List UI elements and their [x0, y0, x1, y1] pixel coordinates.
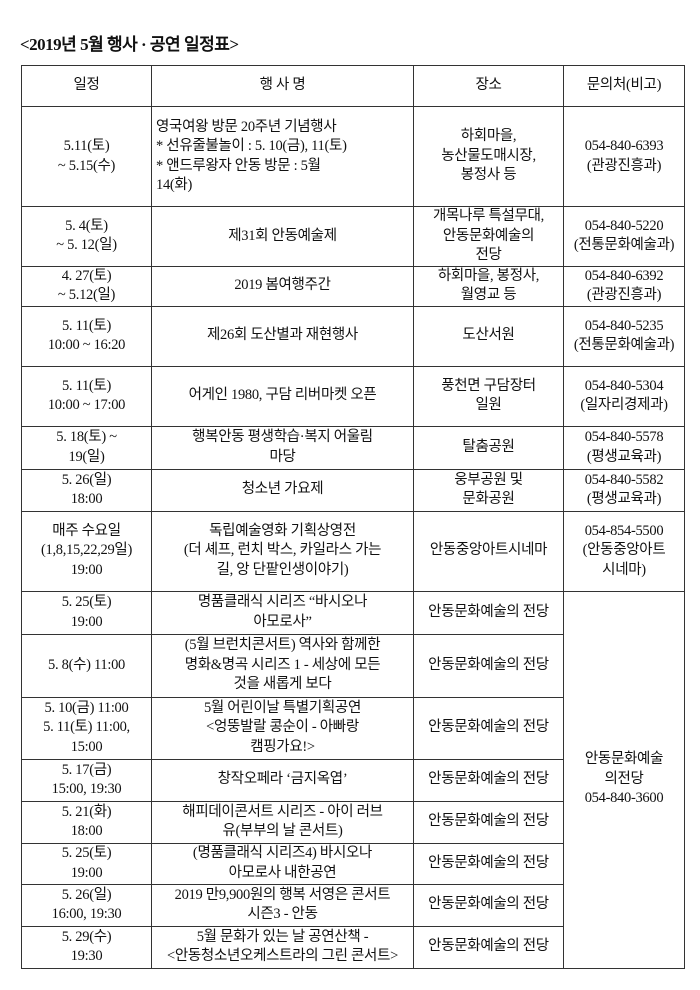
table-row: 5. 17(금) 15:00, 19:30 창작오페라 ‘금지옥엽’ 안동문화예술의… [21, 758, 685, 802]
header-event: 행 사 명 [151, 65, 414, 107]
event-date: 5. 25(토) 19:00 [21, 842, 152, 885]
event-date: 5. 18(토) ~ 19(일) [21, 425, 152, 470]
event-name: (명품클래식 시리즈4) 바시오나 아모로사 내한공연 [151, 842, 414, 885]
table-row: 5. 8(수) 11:00 (5월 브런치콘서트) 역사와 함께한 명화&명곡 시… [21, 633, 685, 698]
event-name: 명품클래식 시리즈 “바시오나 아모로사” [151, 590, 414, 635]
event-place: 안동문화예술의 전당 [413, 758, 564, 802]
event-date: 5.11(토) ~ 5.15(수) [21, 106, 152, 207]
table-row: 5. 26(일) 18:00 청소년 가요제 웅부공원 및 문화공원 054-840-… [21, 468, 685, 512]
event-name: 5월 어린이날 특별기획공연 <엉뚱발랄 콩순이 - 아빠랑 캠핑가요!> [151, 696, 414, 760]
event-place: 도산서원 [413, 305, 564, 367]
event-place: 안동문화예술의 전당 [413, 633, 564, 698]
event-place: 개목나루 특설무대, 안동문화예술의 전당 [413, 206, 564, 267]
event-contact: 054-840-5220 (전통문화예술과) [563, 206, 685, 267]
event-date: 5. 11(토) 10:00 ~ 17:00 [21, 365, 152, 427]
event-place: 안동중앙아트시네마 [413, 510, 564, 592]
table-row: 5. 4(토) ~ 5. 12(일) 제31회 안동예술제 개목나루 특설무대, 안… [21, 206, 685, 267]
table-row: 5.11(토) ~ 5.15(수) 영국여왕 방문 20주년 기념행사 * 선유… [21, 106, 685, 207]
event-place: 풍천면 구담장터 일원 [413, 365, 564, 427]
event-place: 하회마을, 농산물도매시장, 봉정사 등 [413, 106, 564, 207]
event-date: 5. 17(금) 15:00, 19:30 [21, 758, 152, 802]
event-date: 4. 27(토) ~ 5.12(일) [21, 265, 152, 307]
page-title: <2019년 5월 행사 · 공연 일정표> [20, 35, 239, 54]
event-contact: 054-840-5235 (전통문화예술과) [563, 305, 685, 367]
table-row: 5. 18(토) ~ 19(일) 행복안동 평생학습·복지 어울림 마당 탈춤공원 0… [21, 425, 685, 470]
event-contact: 054-840-6392 (관광진흥과) [563, 265, 685, 307]
event-name: 5월 문화가 있는 날 공연산책 - <안동청소년오케스트라의 그린 콘서트> [151, 925, 414, 969]
event-name: 행복안동 평생학습·복지 어울림 마당 [151, 425, 414, 470]
table-row: 5. 29(수) 19:30 5월 문화가 있는 날 공연산책 - <안동청소년오… [21, 925, 685, 969]
event-name: (5월 브런치콘서트) 역사와 함께한 명화&명곡 시리즈 1 - 세상에 모든… [151, 633, 414, 698]
event-name: 제26회 도산별과 재현행사 [151, 305, 414, 367]
event-date: 5. 10(금) 11:00 5. 11(토) 11:00, 15:00 [21, 696, 152, 760]
header-place: 장소 [413, 65, 564, 107]
header-contact: 문의처(비고) [563, 65, 685, 107]
table-row: 매주 수요일 (1,8,15,22,29일) 19:00 독립예술영화 기획상영전… [21, 510, 685, 592]
table-header: 일정 행 사 명 장소 문의처(비고) [21, 65, 685, 107]
event-place: 탈춤공원 [413, 425, 564, 470]
table-row: 5. 21(화) 18:00 해피데이콘서트 시리즈 - 아이 러브 유(부부의 … [21, 800, 685, 844]
event-name: 창작오페라 ‘금지옥엽’ [151, 758, 414, 802]
event-place: 안동문화예술의 전당 [413, 883, 564, 927]
event-contact: 054-840-5578 (평생교육과) [563, 425, 685, 470]
event-date: 매주 수요일 (1,8,15,22,29일) 19:00 [21, 510, 152, 592]
event-name: 청소년 가요제 [151, 468, 414, 512]
schedule-table: 일정 행 사 명 장소 문의처(비고) 5.11(토) ~ 5.15(수) 영국… [21, 65, 685, 969]
event-contact: 054-840-5304 (일자리경제과) [563, 365, 685, 427]
table-row: 5. 25(토) 19:00 명품클래식 시리즈 “바시오나 아모로사” 안동문화예… [21, 590, 685, 969]
event-name: 해피데이콘서트 시리즈 - 아이 러브 유(부부의 날 콘서트) [151, 800, 414, 844]
event-place: 안동문화예술의 전당 [413, 800, 564, 844]
event-place: 하회마을, 봉정사, 월영교 등 [413, 265, 564, 307]
event-place: 웅부공원 및 문화공원 [413, 468, 564, 512]
table-row: 5. 11(토) 10:00 ~ 17:00 어게인 1980, 구담 리버마켓 … [21, 365, 685, 427]
header-date: 일정 [21, 65, 152, 107]
table-row: 4. 27(토) ~ 5.12(일) 2019 봄여행주간 하회마을, 봉정사, 월… [21, 265, 685, 307]
event-date: 5. 21(화) 18:00 [21, 800, 152, 844]
event-name: 2019 만9,900원의 행복 서영은 콘서트 시즌3 - 안동 [151, 883, 414, 927]
event-place: 안동문화예술의 전당 [413, 842, 564, 885]
event-date: 5. 11(토) 10:00 ~ 16:20 [21, 305, 152, 367]
table-row: 5. 10(금) 11:00 5. 11(토) 11:00, 15:00 5월 어… [21, 696, 685, 760]
event-contact: 054-854-5500 (안동중앙아트 시네마) [563, 510, 685, 592]
table-row: 5. 26(일) 16:00, 19:30 2019 만9,900원의 행복 서영… [21, 883, 685, 927]
event-date: 5. 25(토) 19:00 [21, 590, 152, 635]
event-date: 5. 4(토) ~ 5. 12(일) [21, 206, 152, 267]
event-date: 5. 26(일) 18:00 [21, 468, 152, 512]
hall-contact: 안동문화예술 의전당 054-840-3600 [563, 590, 685, 969]
table-row: 5. 11(토) 10:00 ~ 16:20 제26회 도산별과 재현행사 도산서원… [21, 305, 685, 367]
event-name: 독립예술영화 기획상영전 (더 셰프, 런치 박스, 카일라스 가는 길, 앙 … [151, 510, 414, 592]
event-date: 5. 29(수) 19:30 [21, 925, 152, 969]
event-date: 5. 8(수) 11:00 [21, 633, 152, 698]
event-place: 안동문화예술의 전당 [413, 590, 564, 635]
event-contact: 054-840-5582 (평생교육과) [563, 468, 685, 512]
event-name: 제31회 안동예술제 [151, 206, 414, 267]
event-contact: 054-840-6393 (관광진흥과) [563, 106, 685, 207]
event-name: 영국여왕 방문 20주년 기념행사 * 선유줄불놀이 : 5. 10(금), 1… [151, 106, 414, 207]
event-place: 안동문화예술의 전당 [413, 696, 564, 760]
event-place: 안동문화예술의 전당 [413, 925, 564, 969]
event-date: 5. 26(일) 16:00, 19:30 [21, 883, 152, 927]
event-name: 어게인 1980, 구담 리버마켓 오픈 [151, 365, 414, 427]
event-name: 2019 봄여행주간 [151, 265, 414, 307]
